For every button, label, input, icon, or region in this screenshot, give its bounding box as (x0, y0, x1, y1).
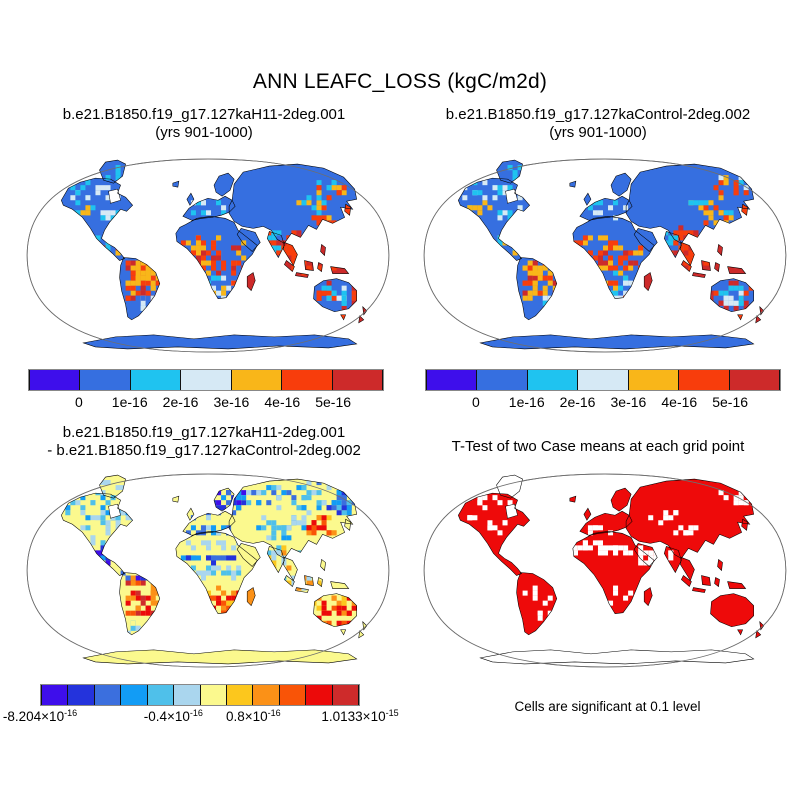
colorbar-tick-label: 4e-16 (661, 394, 698, 410)
colorbar-diff: -8.204×10-16 -0.4×10-16 0.8×10-16 1.0133×10… (3, 684, 399, 728)
panel-case1-title: b.e21.B1850.f19_g17.127kaH11-2deg.001 (y… (8, 106, 400, 142)
colorbar-tick-label: -0.4×10-16 (143, 708, 203, 724)
panel-case2-title-line2: (yrs 901-1000) (549, 124, 647, 141)
ttest-caption: Cells are significant at 0.1 level (514, 699, 701, 714)
colorbar-segment (130, 370, 182, 390)
colorbar-case1: 0 1e-16 2e-16 3e-16 4e-16 5e-16 (28, 369, 384, 413)
panel-ttest-title-line1: T-Test of two Case means at each grid po… (451, 438, 745, 455)
colorbar-segment (41, 685, 69, 705)
colorbar-segment (306, 685, 333, 705)
colorbar-segments (40, 684, 360, 706)
colorbar-tick-label: 3e-16 (610, 394, 647, 410)
panel-ttest-title: T-Test of two Case means at each grid po… (402, 438, 794, 456)
colorbar-tick-label: 0 (471, 394, 480, 410)
colorbar-segment (231, 370, 283, 390)
colorbar-tick-label: -8.204×10-16 (2, 708, 78, 724)
colorbar-tick-labels: -8.204×10-16 -0.4×10-16 0.8×10-16 1.0133×10… (3, 706, 399, 726)
colorbar-segment (226, 685, 254, 705)
colorbar-tick-label: 0.8×10-16 (225, 708, 281, 724)
colorbar-tick-labels: 0 1e-16 2e-16 3e-16 4e-16 5e-16 (425, 391, 781, 411)
panel-diff-title-line2: - b.e21.B1850.f19_g17.127kaControl-2deg.… (47, 442, 361, 459)
panel-case1-title-line2: (yrs 901-1000) (155, 124, 253, 141)
colorbar-segment (628, 370, 680, 390)
colorbar-tick-label: 1e-16 (508, 394, 545, 410)
colorbar-segment (80, 370, 131, 390)
colorbar-tick-label: 2e-16 (559, 394, 596, 410)
colorbar-tick-label: 1e-16 (111, 394, 148, 410)
colorbar-tick-label: 5e-16 (712, 394, 749, 410)
panel-case1-title-line1: b.e21.B1850.f19_g17.127kaH11-2deg.001 (62, 106, 346, 123)
colorbar-segment (94, 685, 122, 705)
colorbar-tick-label: 0 (74, 394, 83, 410)
colorbar-segment (527, 370, 579, 390)
colorbar-segment (147, 685, 175, 705)
colorbar-tick-label: 4e-16 (264, 394, 301, 410)
colorbar-segment (426, 370, 478, 390)
colorbar-tick-label: 1.0133×10-15 (321, 708, 399, 724)
map-diff (26, 473, 390, 668)
map-ttest (423, 473, 787, 668)
colorbar-segment (121, 685, 148, 705)
colorbar-segment (181, 370, 232, 390)
colorbar-segment (29, 370, 81, 390)
colorbar-tick-label: 2e-16 (162, 394, 199, 410)
panel-diff-title-line1: b.e21.B1850.f19_g17.127kaH11-2deg.001 (62, 424, 346, 441)
colorbar-segment (729, 370, 780, 390)
colorbar-segment (332, 370, 383, 390)
panel-case2-title-line1: b.e21.B1850.f19_g17.127kaControl-2deg.00… (445, 106, 751, 123)
colorbar-tick-label: 5e-16 (315, 394, 352, 410)
panel-case2-title: b.e21.B1850.f19_g17.127kaControl-2deg.00… (402, 106, 794, 142)
colorbar-segment (282, 370, 333, 390)
colorbar-segment (68, 685, 95, 705)
colorbar-tick-label: 3e-16 (213, 394, 250, 410)
colorbar-segment (200, 685, 227, 705)
colorbar-segment (279, 685, 307, 705)
colorbar-segment (477, 370, 528, 390)
map-case1 (26, 158, 390, 353)
colorbar-case2: 0 1e-16 2e-16 3e-16 4e-16 5e-16 (425, 369, 781, 413)
figure-title: ANN LEAFC_LOSS (kgC/m2d) (252, 70, 548, 93)
map-case2 (423, 158, 787, 353)
colorbar-segment (174, 685, 201, 705)
colorbar-segment (578, 370, 629, 390)
colorbar-segments (28, 369, 384, 391)
colorbar-segments (425, 369, 781, 391)
colorbar-tick-labels: 0 1e-16 2e-16 3e-16 4e-16 5e-16 (28, 391, 384, 411)
colorbar-segment (332, 685, 360, 705)
panel-diff-title: b.e21.B1850.f19_g17.127kaH11-2deg.001 - … (8, 424, 400, 460)
colorbar-segment (679, 370, 730, 390)
colorbar-segment (253, 685, 280, 705)
